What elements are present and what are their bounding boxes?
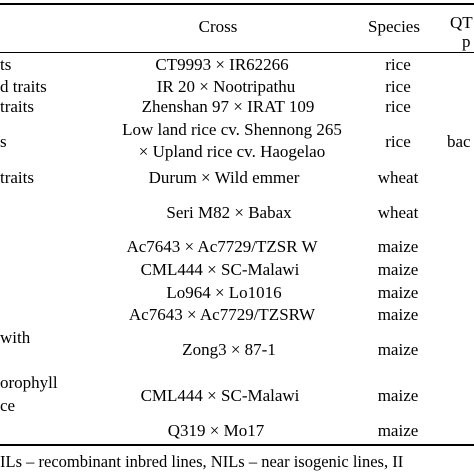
cross-cell: Seri M82 × Babax <box>166 203 292 222</box>
species-cell: rice <box>385 55 411 74</box>
cross-cell: IR 20 × Nootripathu <box>156 77 296 96</box>
species-cell: rice <box>385 77 411 96</box>
species-cell: maize <box>377 260 419 279</box>
left-cell: traits <box>0 97 34 116</box>
left-cell: orophyll <box>0 373 58 392</box>
header-qtl-bottom: p <box>462 32 471 51</box>
top-rule <box>0 3 474 5</box>
cross-cell: Durum × Wild emmer <box>148 168 300 187</box>
cross-cell: × Upland rice cv. Haogelao <box>138 142 326 161</box>
species-cell: wheat <box>377 203 419 222</box>
cross-cell: CML444 × SC-Malawi <box>140 260 300 279</box>
species-cell: maize <box>377 237 419 256</box>
bottom-rule <box>0 444 474 446</box>
cross-cell: Zong3 × 87-1 <box>182 340 276 359</box>
species-cell: wheat <box>377 168 419 187</box>
species-cell: maize <box>377 421 419 440</box>
cross-cell: Lo964 × Lo1016 <box>166 283 282 302</box>
header-cross: Cross <box>198 17 238 36</box>
cross-cell: Low land rice cv. Shennong 265 <box>122 120 342 139</box>
species-cell: rice <box>385 97 411 116</box>
left-cell: d traits <box>0 77 47 96</box>
left-cell: ce <box>0 396 16 415</box>
species-cell: rice <box>385 132 411 151</box>
extra-cell: bac <box>447 132 471 151</box>
header-rule <box>0 52 474 53</box>
cross-cell: Q319 × Mo17 <box>167 421 265 440</box>
cross-cell: CML444 × SC-Malawi <box>140 386 300 405</box>
header-qtl-top: QT <box>450 13 473 32</box>
cross-cell: CT9993 × IR62266 <box>155 55 289 74</box>
cross-cell: Ac7643 × Ac7729/TZSRW <box>128 305 316 324</box>
left-cell: s <box>0 132 7 151</box>
species-cell: maize <box>377 386 419 405</box>
species-cell: maize <box>377 305 419 324</box>
cross-cell: Ac7643 × Ac7729/TZSR W <box>126 237 318 256</box>
species-cell: maize <box>377 340 419 359</box>
left-cell: ts <box>0 55 12 74</box>
left-cell: traits <box>0 168 34 187</box>
header-species: Species <box>368 17 420 36</box>
left-cell: with <box>0 328 31 347</box>
footnote: ILs – recombinant inbred lines, NILs – n… <box>0 452 404 471</box>
cross-cell: Zhenshan 97 × IRAT 109 <box>141 97 315 116</box>
species-cell: maize <box>377 283 419 302</box>
